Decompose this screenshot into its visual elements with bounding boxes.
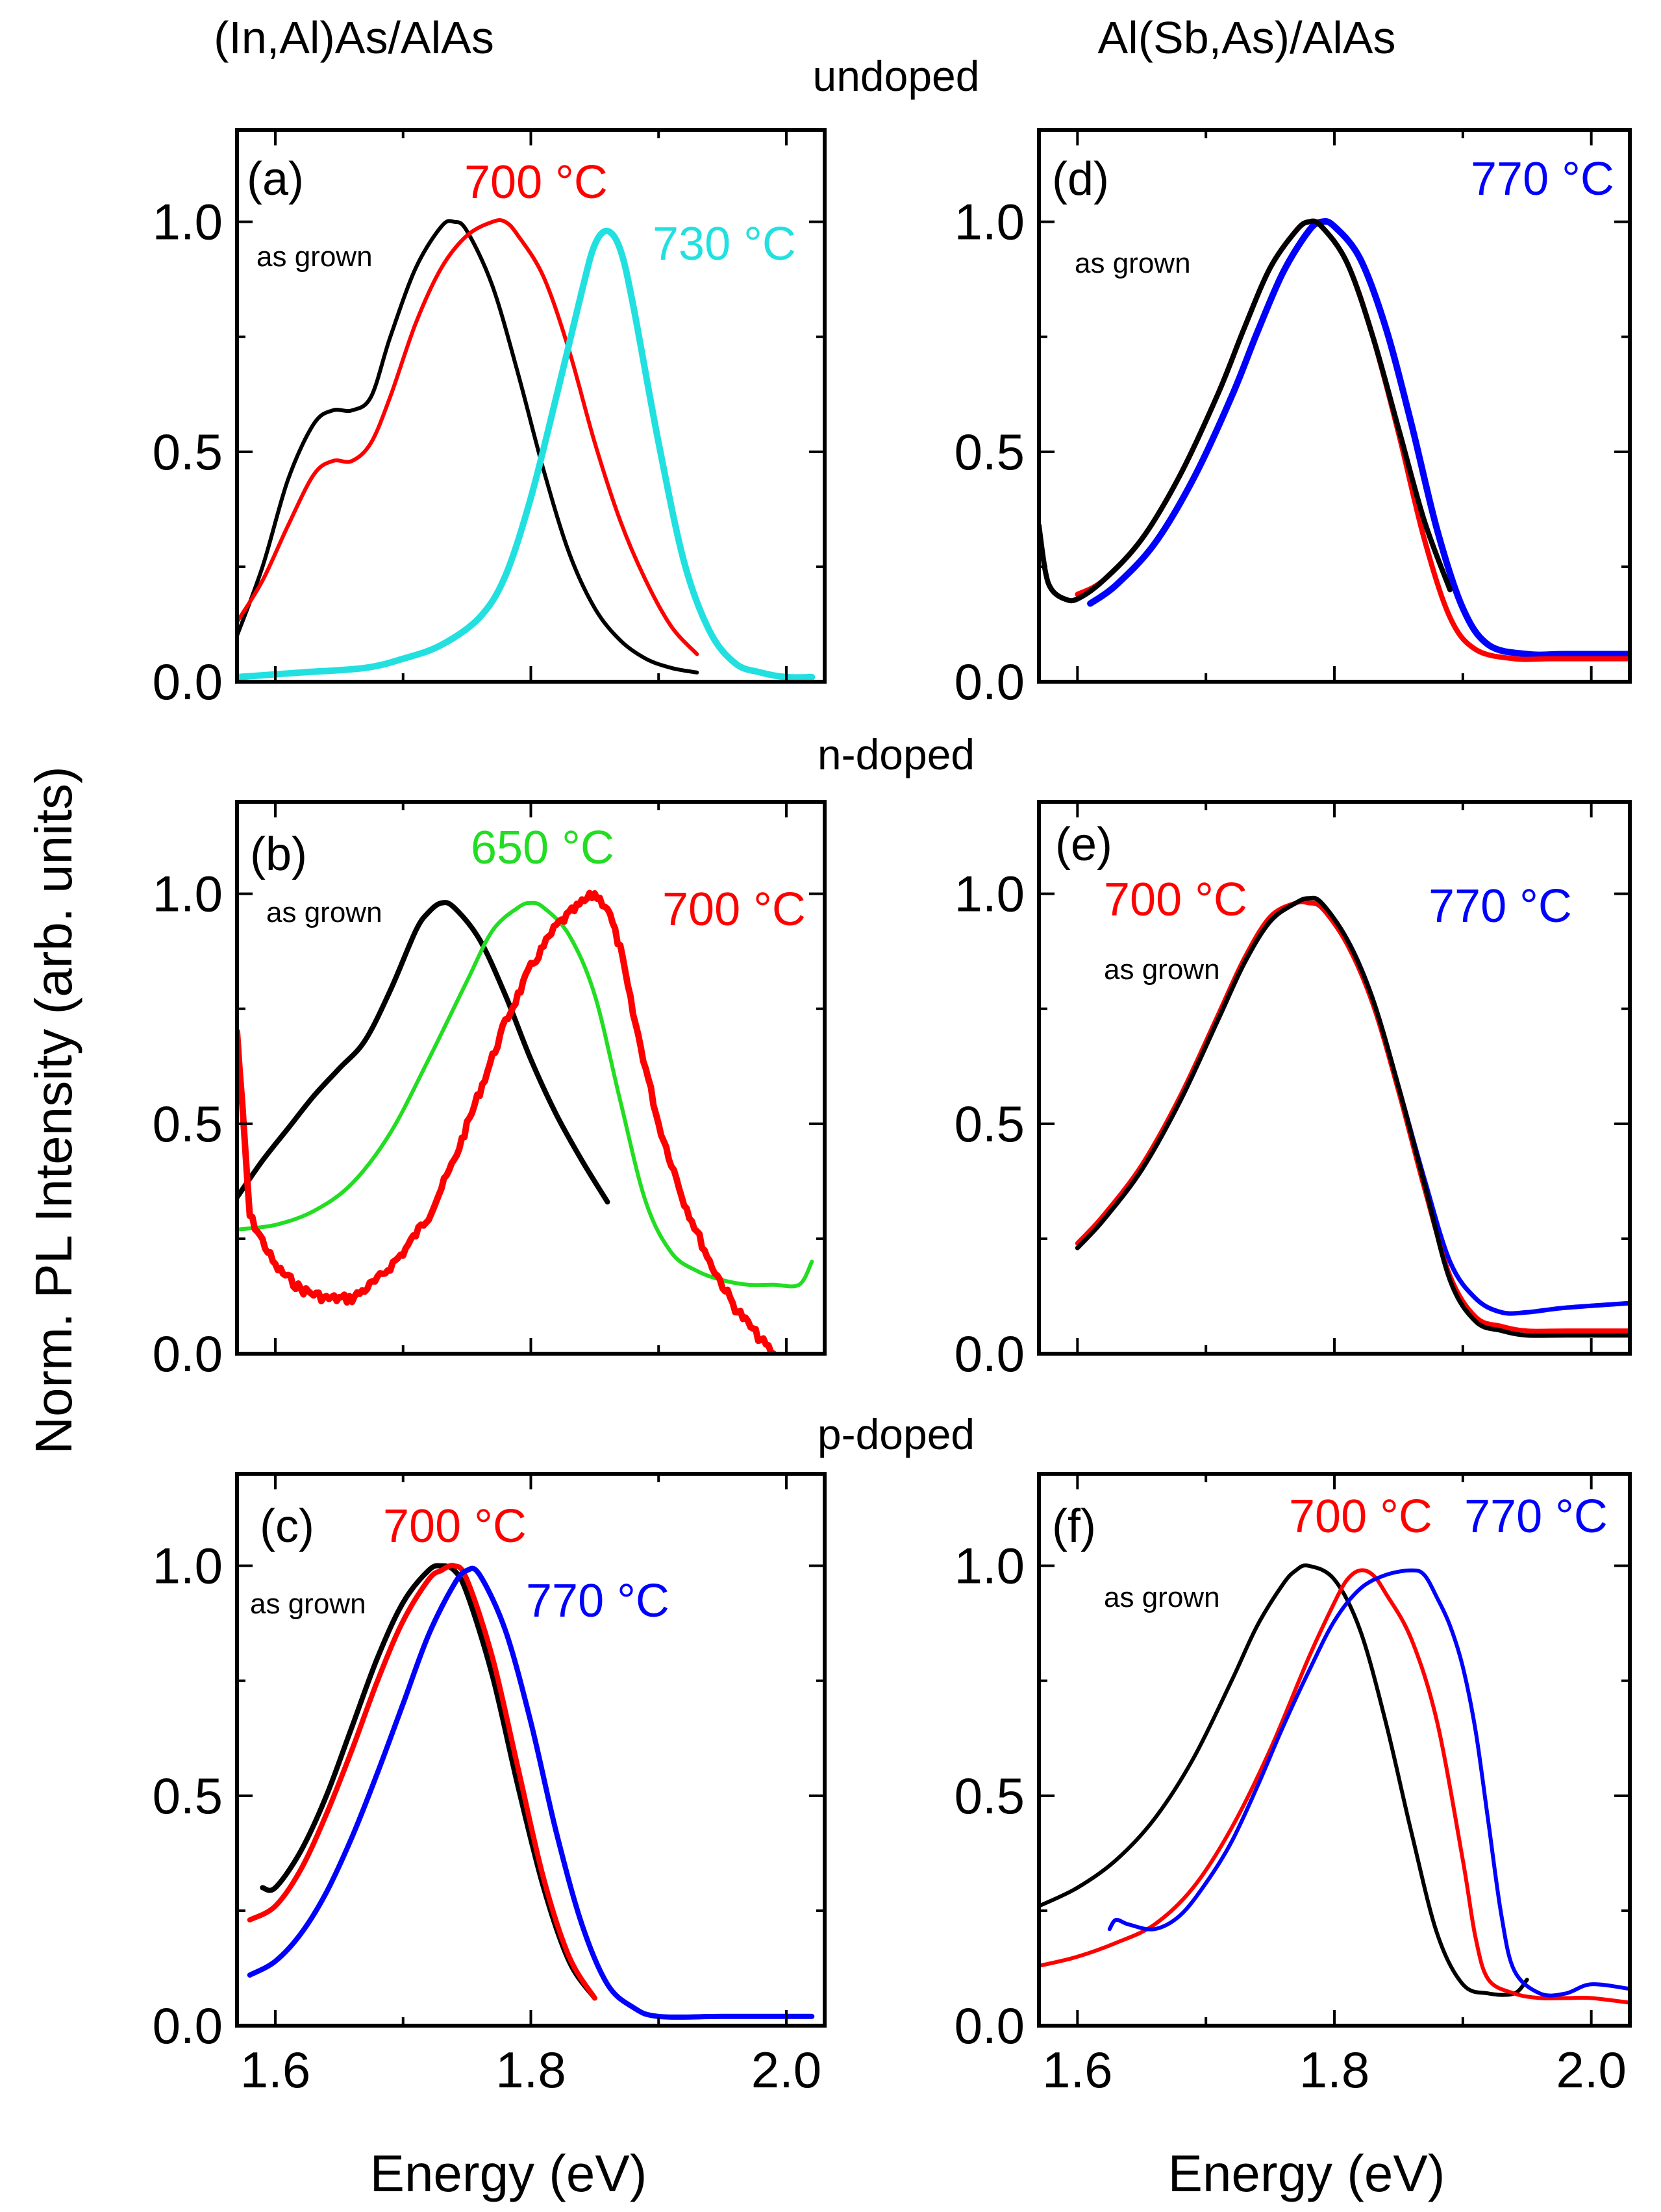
y-tick-label: 0.0	[955, 1325, 1025, 1382]
panel-label: (f)	[1052, 1500, 1096, 1552]
row-title-undoped: undoped	[813, 52, 980, 100]
curves	[1039, 1563, 1630, 2005]
x-tick-label: 1.8	[495, 2041, 566, 2098]
y-tick-label: 1.0	[955, 193, 1025, 251]
y-tick-label: 0.5	[153, 1095, 223, 1152]
y-tick-label: 0.0	[153, 1325, 223, 1382]
panel-d: 0.0 0.5 1.0 (d) as grown 770 °C	[955, 128, 1632, 710]
series-line-700-c	[237, 218, 699, 656]
as-grown-label: as grown	[1075, 247, 1191, 279]
x-axis-label-right: Energy (eV)	[1168, 2144, 1445, 2202]
y-tick-label: 1.0	[955, 1537, 1025, 1595]
y-tick-label: 0.5	[153, 423, 223, 480]
x-tick-label: 1.6	[240, 2041, 310, 2098]
series-line-700-c	[247, 1563, 597, 2001]
panel-label: (e)	[1055, 819, 1112, 871]
x-tick-label: 2.0	[1556, 2041, 1626, 2098]
y-tick-label: 1.0	[153, 865, 223, 923]
series-line-as-grown	[237, 900, 610, 1205]
column-title-left: (In,Al)As/AlAs	[214, 12, 494, 63]
as-grown-label: as grown	[1104, 954, 1220, 986]
temperature-label-700: 700 °C	[383, 1500, 527, 1552]
x-tick-label: 2.0	[751, 2041, 821, 2098]
panels: 0.0 0.5 1.0 (a) as grown 700 °C 730 °C 0.0 0.5 1.…	[153, 128, 1632, 2098]
column-title-right: Al(Sb,As)/AlAs	[1098, 12, 1396, 63]
temperature-label-650: 650 °C	[471, 822, 614, 874]
series-line-730-c	[237, 227, 816, 681]
curves	[247, 1563, 815, 2020]
y-tick-label: 0.0	[955, 1997, 1025, 2054]
series-line-as-grown	[1039, 1563, 1529, 1997]
temperature-label-730: 730 °C	[653, 218, 796, 270]
as-grown-label: as grown	[250, 1588, 366, 1620]
curves	[1075, 895, 1630, 1338]
temperature-label-770: 770 °C	[1471, 153, 1614, 205]
y-tick-label: 0.5	[955, 1767, 1025, 1824]
temperature-label-700: 700 °C	[464, 156, 608, 208]
panel-a: 0.0 0.5 1.0 (a) as grown 700 °C 730 °C	[153, 128, 827, 710]
x-tick-label: 1.6	[1042, 2041, 1112, 2098]
series-line-700-c	[237, 889, 777, 1354]
series-line-as-grown	[260, 1563, 597, 2001]
y-tick-label: 1.0	[153, 193, 223, 251]
y-tick-label: 1.0	[955, 865, 1025, 923]
y-tick-label: 0.0	[955, 653, 1025, 710]
curves	[237, 218, 816, 681]
x-axis-label-left: Energy (eV)	[370, 2144, 647, 2202]
series-line-700-c	[1039, 1568, 1630, 2005]
as-grown-label: as grown	[256, 241, 373, 273]
y-tick-label: 0.5	[955, 423, 1025, 480]
as-grown-label: as grown	[266, 897, 382, 928]
temperature-label-700: 700 °C	[1104, 874, 1247, 926]
panel-f: 0.0 0.5 1.0 1.6 1.8 2.0 (f) 700 °C 770 °C as grow…	[955, 1472, 1632, 2098]
panel-label: (c)	[260, 1500, 314, 1552]
as-grown-label: as grown	[1104, 1582, 1220, 1613]
temperature-label-770: 770 °C	[1464, 1491, 1608, 1543]
y-tick-label: 0.0	[153, 1997, 223, 2054]
x-tick-label: 1.8	[1299, 2041, 1369, 2098]
panel-b: 0.0 0.5 1.0 (b) as grown 650 °C 700 °C	[153, 800, 827, 1382]
y-tick-label: 0.0	[153, 653, 223, 710]
temperature-label-770: 770 °C	[1429, 880, 1572, 932]
panel-label: (a)	[247, 153, 304, 205]
series-line-770-c	[247, 1565, 815, 2020]
series-line-770-c	[1107, 1568, 1630, 1998]
series-line-as-grown	[1075, 895, 1630, 1338]
series-line-as-grown	[237, 219, 699, 675]
panel-c: 0.0 0.5 1.0 1.6 1.8 2.0 (c) as grown 700 °C 770 °…	[153, 1472, 827, 2098]
temperature-label-700: 700 °C	[662, 884, 806, 936]
y-tick-label: 1.0	[153, 1537, 223, 1595]
curves	[1039, 217, 1630, 662]
row-title-p-doped: p-doped	[818, 1410, 975, 1458]
panel-label: (d)	[1052, 153, 1109, 205]
panel-e: 0.0 0.5 1.0 (e)700 °C 770 °C as grown	[955, 800, 1632, 1382]
y-tick-label: 0.5	[955, 1095, 1025, 1152]
series-line-as-grown	[1039, 218, 1453, 604]
row-title-n-doped: n-doped	[818, 730, 975, 778]
temperature-label-700: 700 °C	[1289, 1491, 1432, 1543]
curves	[237, 889, 814, 1354]
y-axis-label: Norm. PL Intensity (arb. units)	[25, 766, 82, 1454]
series-line-770-c	[1087, 217, 1630, 658]
panel-label: (b)	[250, 828, 307, 880]
temperature-label-770: 770 °C	[526, 1575, 669, 1627]
y-tick-label: 0.5	[153, 1767, 223, 1824]
